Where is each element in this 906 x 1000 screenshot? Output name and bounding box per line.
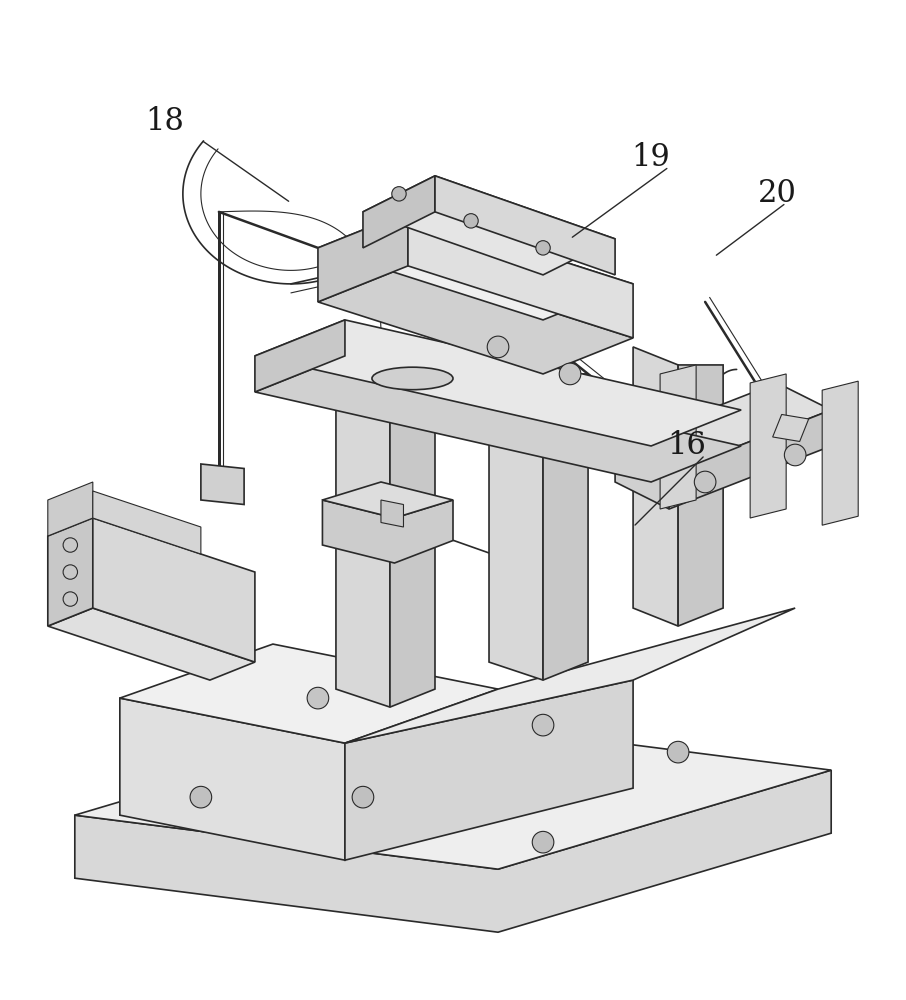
Polygon shape: [318, 212, 408, 302]
Circle shape: [532, 714, 554, 736]
Polygon shape: [48, 518, 92, 626]
Circle shape: [532, 831, 554, 853]
Polygon shape: [390, 365, 435, 707]
Polygon shape: [48, 482, 92, 536]
Polygon shape: [381, 500, 403, 527]
Polygon shape: [75, 716, 831, 869]
Circle shape: [535, 241, 550, 255]
Polygon shape: [543, 374, 588, 680]
Polygon shape: [48, 608, 255, 680]
Text: 16: 16: [668, 430, 707, 461]
Polygon shape: [75, 770, 831, 932]
Polygon shape: [336, 365, 390, 707]
Polygon shape: [489, 356, 543, 680]
Polygon shape: [615, 383, 831, 473]
Polygon shape: [201, 464, 244, 505]
Circle shape: [307, 687, 329, 709]
Polygon shape: [92, 491, 201, 554]
Polygon shape: [408, 212, 633, 338]
Circle shape: [487, 336, 509, 358]
Polygon shape: [318, 266, 633, 374]
Polygon shape: [660, 365, 696, 509]
Polygon shape: [822, 381, 858, 525]
Circle shape: [391, 187, 406, 201]
Polygon shape: [345, 608, 795, 743]
Polygon shape: [435, 176, 615, 275]
Polygon shape: [363, 176, 615, 275]
Circle shape: [785, 444, 806, 466]
Polygon shape: [323, 482, 453, 518]
Polygon shape: [773, 414, 809, 441]
Polygon shape: [255, 356, 741, 482]
Circle shape: [694, 471, 716, 493]
Polygon shape: [678, 365, 723, 626]
Circle shape: [190, 786, 212, 808]
Polygon shape: [750, 374, 786, 518]
Polygon shape: [323, 500, 453, 563]
Polygon shape: [255, 320, 345, 392]
Circle shape: [464, 214, 478, 228]
Circle shape: [352, 786, 374, 808]
Polygon shape: [345, 680, 633, 860]
Polygon shape: [255, 320, 741, 446]
Text: 18: 18: [146, 106, 184, 137]
Polygon shape: [670, 410, 831, 509]
Polygon shape: [363, 176, 435, 248]
Polygon shape: [92, 518, 255, 662]
Text: 19: 19: [631, 142, 670, 173]
Text: 20: 20: [757, 178, 796, 209]
Polygon shape: [120, 698, 345, 860]
Polygon shape: [633, 347, 678, 626]
Ellipse shape: [372, 367, 453, 390]
Polygon shape: [318, 212, 633, 320]
Polygon shape: [615, 446, 670, 509]
Circle shape: [668, 741, 689, 763]
Circle shape: [559, 363, 581, 385]
Polygon shape: [120, 644, 498, 743]
